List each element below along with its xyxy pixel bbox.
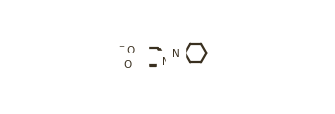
- Text: $^-$O: $^-$O: [117, 44, 136, 56]
- Text: NH: NH: [162, 57, 178, 67]
- Text: N: N: [172, 49, 179, 58]
- Text: O: O: [123, 59, 131, 69]
- Text: N$^+$: N$^+$: [126, 51, 142, 63]
